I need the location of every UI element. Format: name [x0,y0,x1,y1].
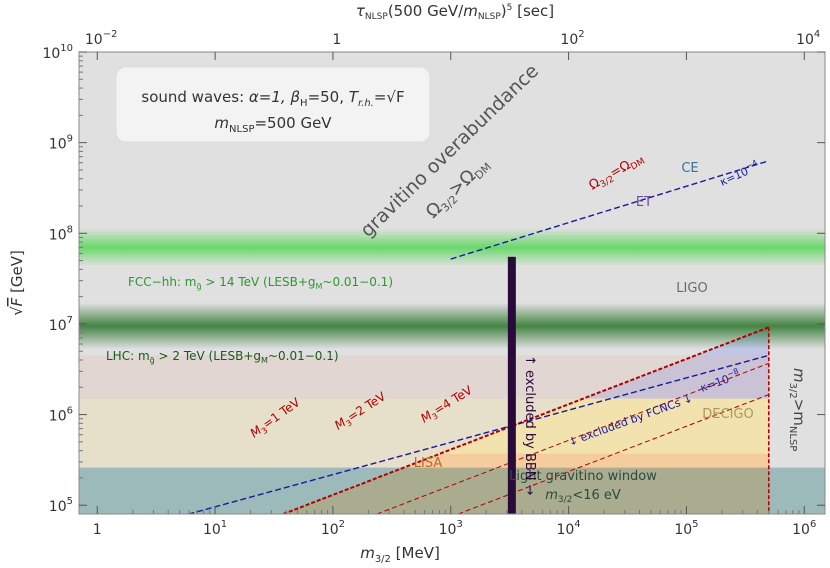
x-tick-label: 103 [439,519,463,538]
bbn-bar [507,256,516,514]
mass-line-m3-2-tev [376,362,769,514]
tint-region-lower [79,398,769,468]
tint-region [79,355,769,399]
label-ce: CE [681,161,698,176]
info-line-1: sound waves: α=1, βH=50, Tr.h.=√F [141,88,404,109]
info-line-2: mNLSP=500 GeV [214,114,332,135]
mass-line-m3-1-tev [282,326,770,514]
light-window-overlap [283,467,769,514]
info-box [115,66,431,143]
kappa-line-10-4 [450,160,769,260]
label-decigo: DECIGO [702,407,753,422]
light-window-cond: m3/2<16 eV [545,488,621,505]
top-tick-label: 10−2 [85,29,118,48]
y-axis-label: √F [GeV] [8,250,26,316]
y-tick-label: 105 [49,496,73,515]
label-ligo: LIGO [676,281,707,296]
light-window-label: Light gravitino window [509,469,657,484]
collider-label-fcc-hh: FCC−hh: mg̃ > 14 TeV (LESB+gM~0.01−0.1) [128,275,393,291]
x-tick-label: 106 [792,519,816,538]
label-lisa: LISA [414,456,443,471]
x-tick-label: 1 [93,522,102,538]
top-tick-label: 104 [796,29,820,48]
label-et: ET [636,195,652,210]
top-tick-label: 102 [560,29,584,48]
y-tick-label: 106 [49,406,73,425]
collider-label-lhc: LHC: mg̃ > 2 TeV (LESB+gM~0.01−0.1) [106,349,339,365]
bbn-label: ↑ excluded by BBN → [522,355,537,496]
x-tick-label: 102 [321,519,345,538]
y-tick-label: 107 [49,315,73,334]
top-axis-label: τNLSP(500 GeV/mNLSP)5 [sec] [356,2,554,22]
top-tick-label: 1 [332,32,341,48]
y-tick-label: 108 [49,224,73,243]
x-tick-label: 104 [556,519,580,538]
collider-band-lhc [79,302,825,349]
kappa-line-10-8 [186,354,769,514]
y-tick-label: 109 [49,134,73,153]
y-tick-label: 1010 [42,43,73,62]
plot-frame [78,51,826,515]
nlsp-region-label: m3/2>mNLSP [787,368,808,451]
x-axis-label: m3/2 [MeV] [360,544,440,565]
x-tick-label: 101 [203,519,227,538]
collider-band-fcc-hh [79,228,825,267]
x-tick-label: 105 [674,519,698,538]
